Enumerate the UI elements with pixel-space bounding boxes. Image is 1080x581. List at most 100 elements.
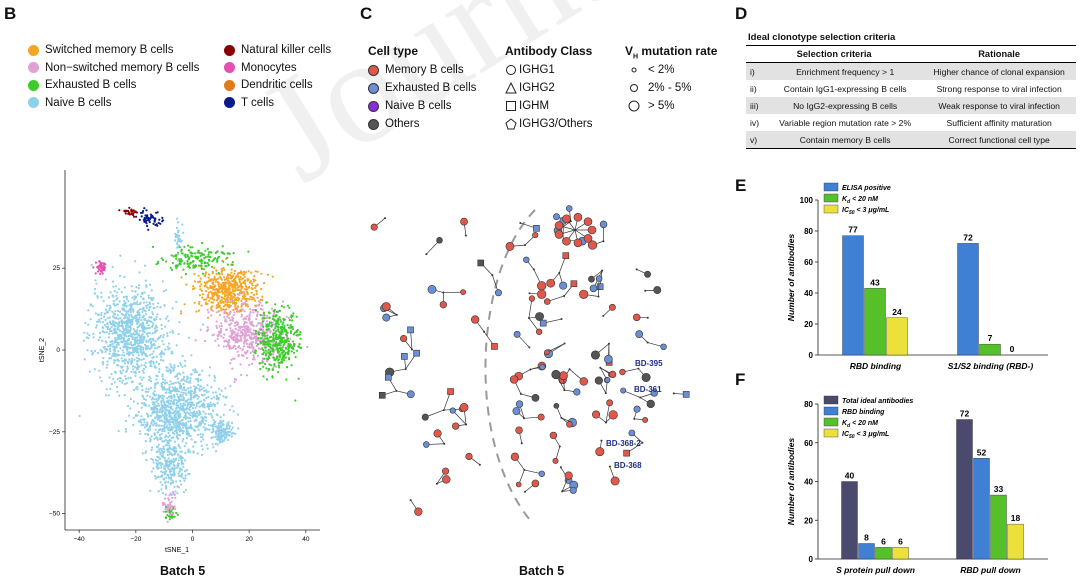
tsne-point <box>161 258 165 262</box>
tsne-point <box>268 368 271 371</box>
tsne-point <box>141 333 144 336</box>
tsne-point <box>260 287 263 290</box>
tsne-point <box>246 288 249 291</box>
tsne-point <box>269 347 272 350</box>
tsne-point <box>160 466 163 469</box>
network-hub <box>560 318 563 321</box>
tsne-point <box>255 318 258 321</box>
tsne-point <box>209 424 213 427</box>
tsne-point <box>299 337 302 340</box>
network-hub <box>395 313 398 316</box>
tsne-point <box>180 259 183 262</box>
tsne-point <box>200 252 203 255</box>
tsne-point <box>246 303 249 306</box>
tsne-point <box>214 257 217 260</box>
network-node <box>559 371 568 381</box>
tsne-point <box>173 387 176 391</box>
tsne-point <box>138 358 141 361</box>
tsne-point <box>141 388 144 392</box>
tsne-point <box>180 474 183 477</box>
tsne-point <box>225 300 228 303</box>
tsne-point <box>180 419 183 422</box>
tsne-point <box>223 436 227 439</box>
tsne-point <box>156 405 159 408</box>
tsne-point <box>272 348 275 351</box>
tsne-point <box>127 320 130 323</box>
tsne-point <box>183 379 186 382</box>
tsne-point <box>206 248 209 251</box>
tsne-point <box>272 334 275 337</box>
tsne-point <box>175 511 178 515</box>
tsne-point <box>104 394 108 397</box>
tsne-point <box>157 221 160 224</box>
tsne-point <box>207 390 210 393</box>
tsne-point <box>165 415 168 418</box>
tsne-point <box>182 371 185 374</box>
tsne-point <box>189 389 193 393</box>
tsne-point <box>211 281 214 284</box>
tsne-point <box>236 350 239 353</box>
tsne-point <box>173 395 176 398</box>
tsne-point <box>291 319 294 322</box>
tsne-point <box>266 314 269 317</box>
tsne-point <box>153 319 156 322</box>
tsne-point <box>164 408 167 411</box>
tsne-point <box>101 361 104 364</box>
category-label-rbd-pull-down: RBD pull down <box>960 565 1020 575</box>
tsne-point <box>255 314 258 318</box>
panel-b-letter: B <box>4 4 17 23</box>
tsne-point <box>175 434 178 438</box>
legend-swatch-rbd-binding <box>823 406 839 416</box>
network-node <box>554 221 564 230</box>
tsne-point <box>142 209 145 213</box>
tsne-point <box>138 284 141 287</box>
tsne-point <box>215 272 218 276</box>
legend-label-k-d-20-nm: Kd < 20 nM <box>842 196 878 205</box>
tsne-point <box>168 504 171 507</box>
tsne-point <box>169 380 172 383</box>
tsne-point <box>170 460 173 463</box>
tsne-point <box>90 263 93 267</box>
tsne-point <box>233 272 236 275</box>
tsne-point <box>155 315 158 318</box>
tsne-point <box>222 308 225 311</box>
bar-total-ideal-antibodies-rbd-pull-down <box>956 419 973 560</box>
tsne-point <box>92 266 95 269</box>
tsne-point <box>100 317 103 320</box>
tsne-point <box>150 320 153 323</box>
legend-label: Naive B cells <box>45 96 112 109</box>
tsne-point <box>132 368 135 371</box>
tsne-point <box>168 410 171 413</box>
tsne-point <box>130 208 133 211</box>
criteria-text: Enrichment frequency > 1 <box>768 62 923 80</box>
vh-rate-label: > 5% <box>648 100 675 112</box>
tsne-point <box>182 409 185 412</box>
network-node <box>562 236 571 246</box>
tsne-point <box>210 306 213 309</box>
tsne-point <box>162 343 165 346</box>
tsne-point <box>168 518 171 521</box>
tsne-point <box>103 331 106 334</box>
tsne-point <box>154 329 157 332</box>
tsne-point <box>200 304 203 307</box>
tsne-point <box>179 395 183 398</box>
tsne-point <box>165 484 168 487</box>
tsne-point <box>230 435 233 438</box>
tsne-point <box>164 418 167 421</box>
tsne-point <box>161 352 164 355</box>
tsne-point <box>190 438 193 441</box>
tsne-point <box>225 294 228 297</box>
network-node <box>564 471 573 480</box>
tsne-point <box>176 234 179 237</box>
tsne-point <box>215 394 218 397</box>
tsne-point <box>124 316 127 319</box>
tsne-point <box>141 341 144 344</box>
tsne-point <box>181 378 184 381</box>
tsne-point <box>162 409 165 412</box>
tsne-point <box>133 338 136 341</box>
tsne-point <box>164 426 167 429</box>
tsne-point <box>191 415 194 419</box>
tsne-point <box>225 328 228 331</box>
network-node <box>633 405 641 413</box>
tsne-point <box>148 347 151 350</box>
